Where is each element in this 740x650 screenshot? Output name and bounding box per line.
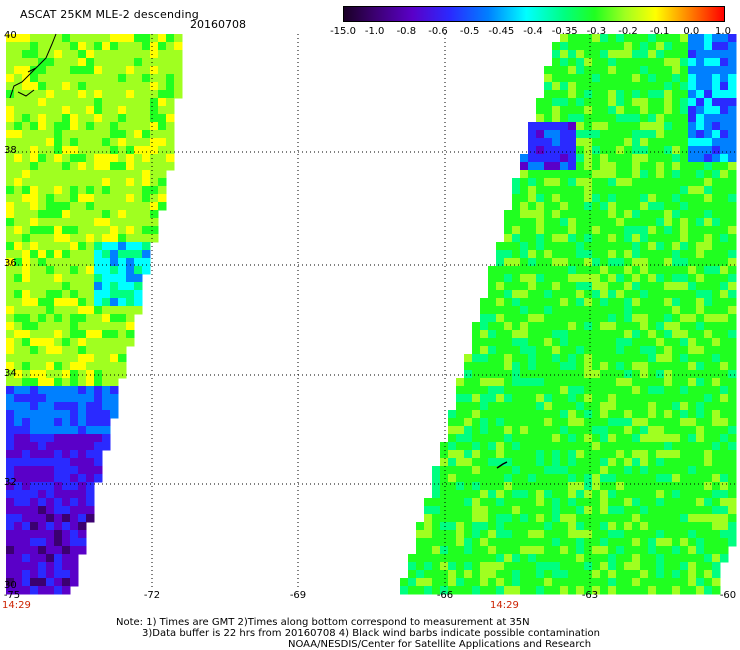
- colorbar-tick-label: -1.0: [364, 26, 385, 37]
- colorbar-tick-label: -0.3: [586, 26, 607, 37]
- lon-label-75: -75: [3, 590, 21, 601]
- map-title: ASCAT 25KM MLE-2 descending: [20, 8, 199, 21]
- coastline: [9, 33, 57, 99]
- colorbar-tick-label: -0.6: [428, 26, 448, 37]
- colorbar-tick-label: -0.2: [618, 26, 638, 37]
- time-label-right: 14:29: [490, 600, 519, 611]
- lon-label-69: -69: [289, 590, 307, 601]
- lat-label-34: 34: [4, 368, 17, 379]
- lon-label-66: -66: [436, 590, 454, 601]
- colorbar-tick-label: -15.0: [330, 26, 356, 37]
- note-line-1: Note: 1) Times are GMT 2)Times along bot…: [116, 617, 530, 628]
- colorbar-tick-label: -0.35: [551, 26, 578, 37]
- lat-label-30: 30: [4, 580, 17, 591]
- note-line-3: NOAA/NESDIS/Center for Satellite Applica…: [288, 639, 592, 650]
- time-label-left: 14:29: [2, 600, 31, 611]
- map-date: 20160708: [190, 18, 246, 31]
- colorbar-tick-label: 1.0: [715, 26, 731, 37]
- colorbar-tick-label: -0.1: [649, 26, 670, 37]
- lon-label-63: -63: [581, 590, 599, 601]
- swath-right-pass: [400, 34, 737, 595]
- swath-left-pass: [6, 34, 183, 595]
- lon-label-60: -60: [719, 590, 737, 601]
- lat-label-40: 40: [4, 30, 17, 41]
- colorbar: [343, 6, 725, 22]
- colorbar-tick-label: -0.8: [396, 26, 417, 37]
- contamination-barb: [496, 461, 508, 469]
- lat-label-36: 36: [4, 258, 17, 269]
- lat-label-32: 32: [4, 477, 17, 488]
- lon-label-72: -72: [143, 590, 161, 601]
- colorbar-tick-label: -0.4: [523, 26, 543, 37]
- colorbar-tick-label: -0.5: [459, 26, 480, 37]
- colorbar-tick-label: -0.45: [488, 26, 515, 37]
- lat-lon-grid: [6, 34, 736, 588]
- note-line-2: 3)Data buffer is 22 hrs from 20160708 4)…: [142, 628, 600, 639]
- lat-label-38: 38: [4, 145, 17, 156]
- colorbar-tick-label: 0.0: [683, 26, 700, 37]
